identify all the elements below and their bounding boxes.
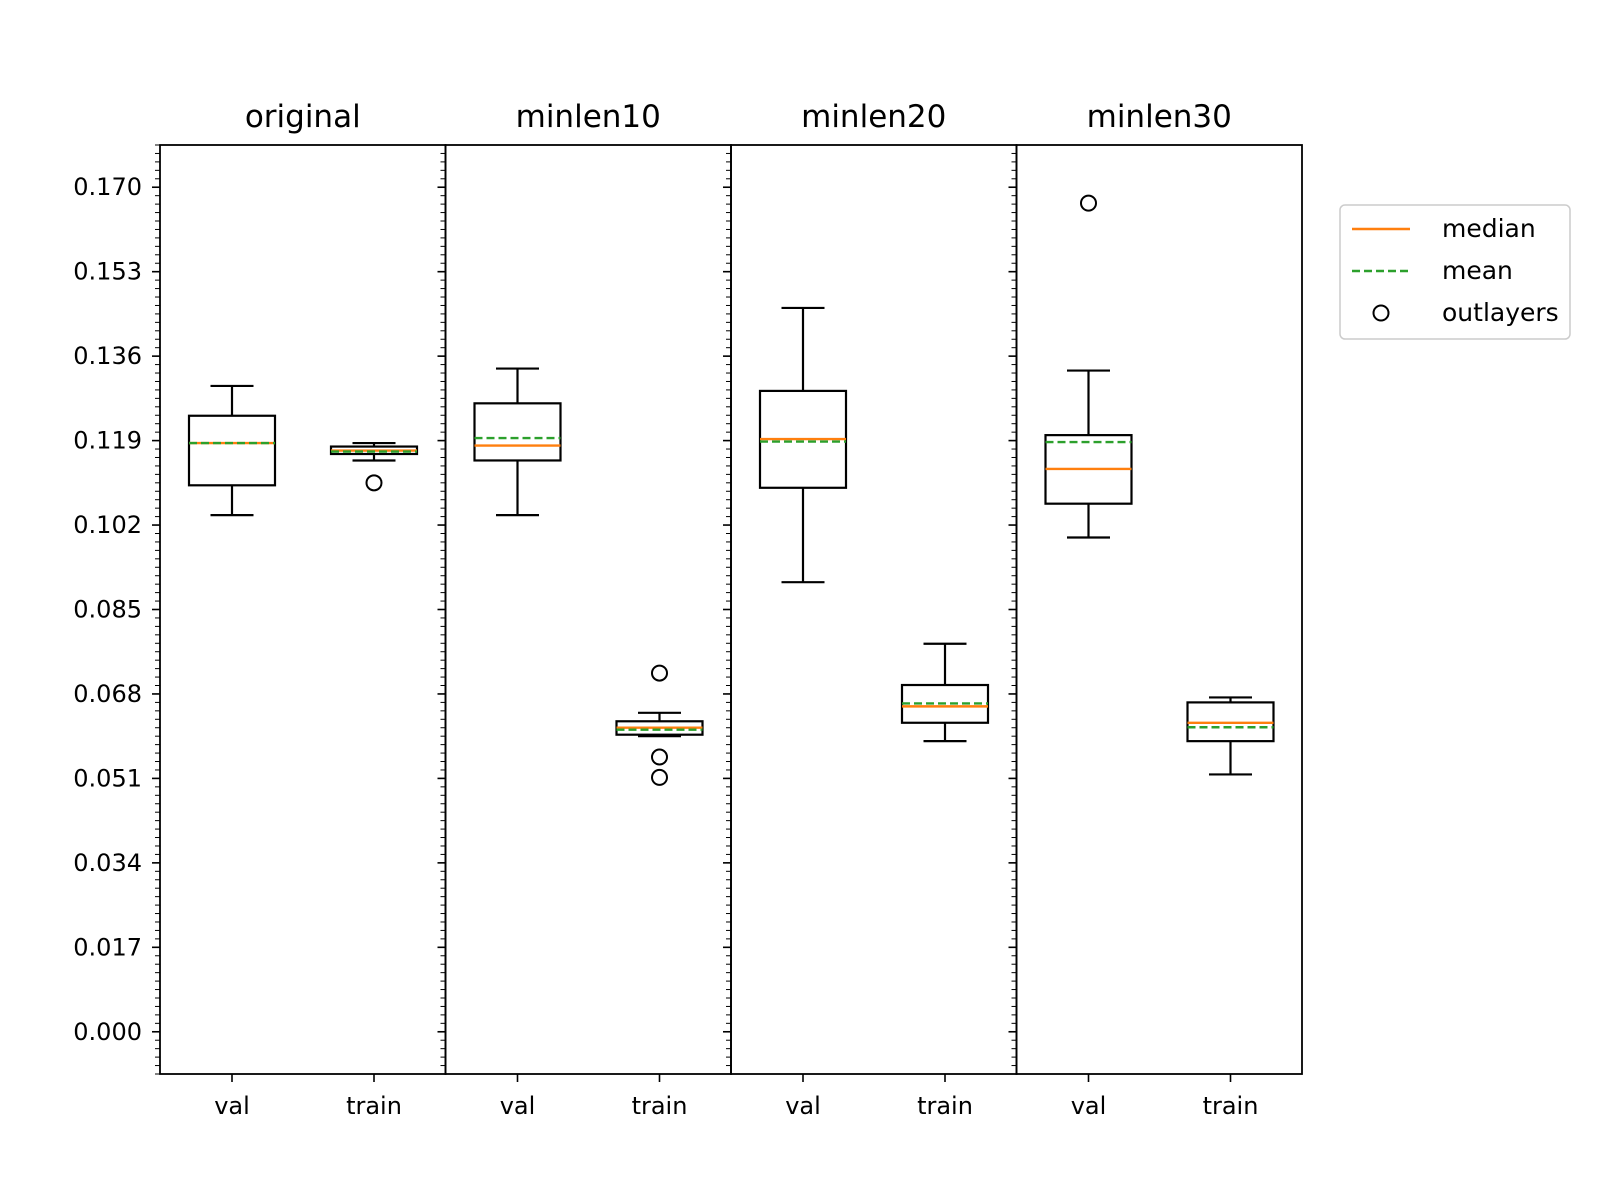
legend: median mean outlayers (1339, 204, 1571, 340)
box-train: train (900, 642, 990, 1120)
panel-title: original (245, 99, 361, 135)
y-tick-label: 0.000 (73, 1018, 142, 1046)
box-train: train (615, 664, 704, 1120)
y-tick-label: 0.170 (73, 173, 142, 201)
box-iqr (187, 414, 277, 487)
y-tick-label: 0.136 (73, 342, 142, 370)
panel-title: minlen10 (516, 99, 661, 135)
x-tick-label: train (346, 1092, 402, 1120)
legend-label: outlayers (1442, 298, 1559, 327)
box-train: train (329, 441, 419, 1120)
y-tick-label: 0.034 (73, 849, 142, 877)
panel-frame (159, 144, 447, 1075)
legend-frame (1339, 204, 1571, 340)
legend-label: median (1442, 214, 1536, 243)
x-tick-label: val (1071, 1092, 1107, 1120)
box-train: train (1186, 696, 1275, 1120)
panel-original: original val train (159, 99, 447, 1120)
panel-frame (444, 144, 732, 1075)
box-val: val (1044, 194, 1133, 1120)
x-tick-label: train (632, 1092, 688, 1120)
outlier-point (651, 664, 668, 682)
panel-title: minlen30 (1087, 99, 1232, 135)
x-tick-label: train (1203, 1092, 1259, 1120)
panel-minlen30: minlen30 val train (1008, 99, 1303, 1120)
y-axis: 0.000 0.017 0.034 0.051 0.068 0.085 0.102 0.119… (73, 144, 1017, 1075)
panel-title: minlen20 (801, 99, 946, 135)
y-tick-label: 0.068 (73, 680, 142, 708)
box-iqr (473, 402, 562, 462)
y-tick-label: 0.153 (73, 258, 142, 286)
x-tick-label: train (917, 1092, 973, 1120)
panels-layer: 0.000 0.017 0.034 0.051 0.068 0.085 0.102 0.119… (73, 99, 1303, 1120)
x-tick-label: val (785, 1092, 821, 1120)
outlier-point (651, 748, 668, 766)
box-val: val (758, 306, 848, 1120)
y-tick-label: 0.085 (73, 596, 142, 624)
outlier-point (1080, 194, 1097, 212)
panel-frame (1015, 144, 1303, 1075)
box-val: val (187, 384, 277, 1120)
legend-label: mean (1442, 256, 1513, 285)
outlier-point (365, 474, 383, 492)
y-tick-label: 0.017 (73, 933, 142, 961)
x-tick-label: val (500, 1092, 536, 1120)
outlier-point (651, 768, 668, 786)
legend-outlier-swatch (1372, 304, 1390, 322)
panel-frame (730, 144, 1018, 1075)
x-tick-label: val (214, 1092, 250, 1120)
y-tick-label: 0.119 (73, 427, 142, 455)
y-tick-label: 0.051 (73, 764, 142, 792)
panel-minlen10: minlen10 val train (437, 99, 732, 1120)
box-val: val (473, 367, 562, 1120)
panel-minlen20: minlen20 val train (723, 99, 1018, 1120)
y-tick-label: 0.102 (73, 511, 142, 539)
